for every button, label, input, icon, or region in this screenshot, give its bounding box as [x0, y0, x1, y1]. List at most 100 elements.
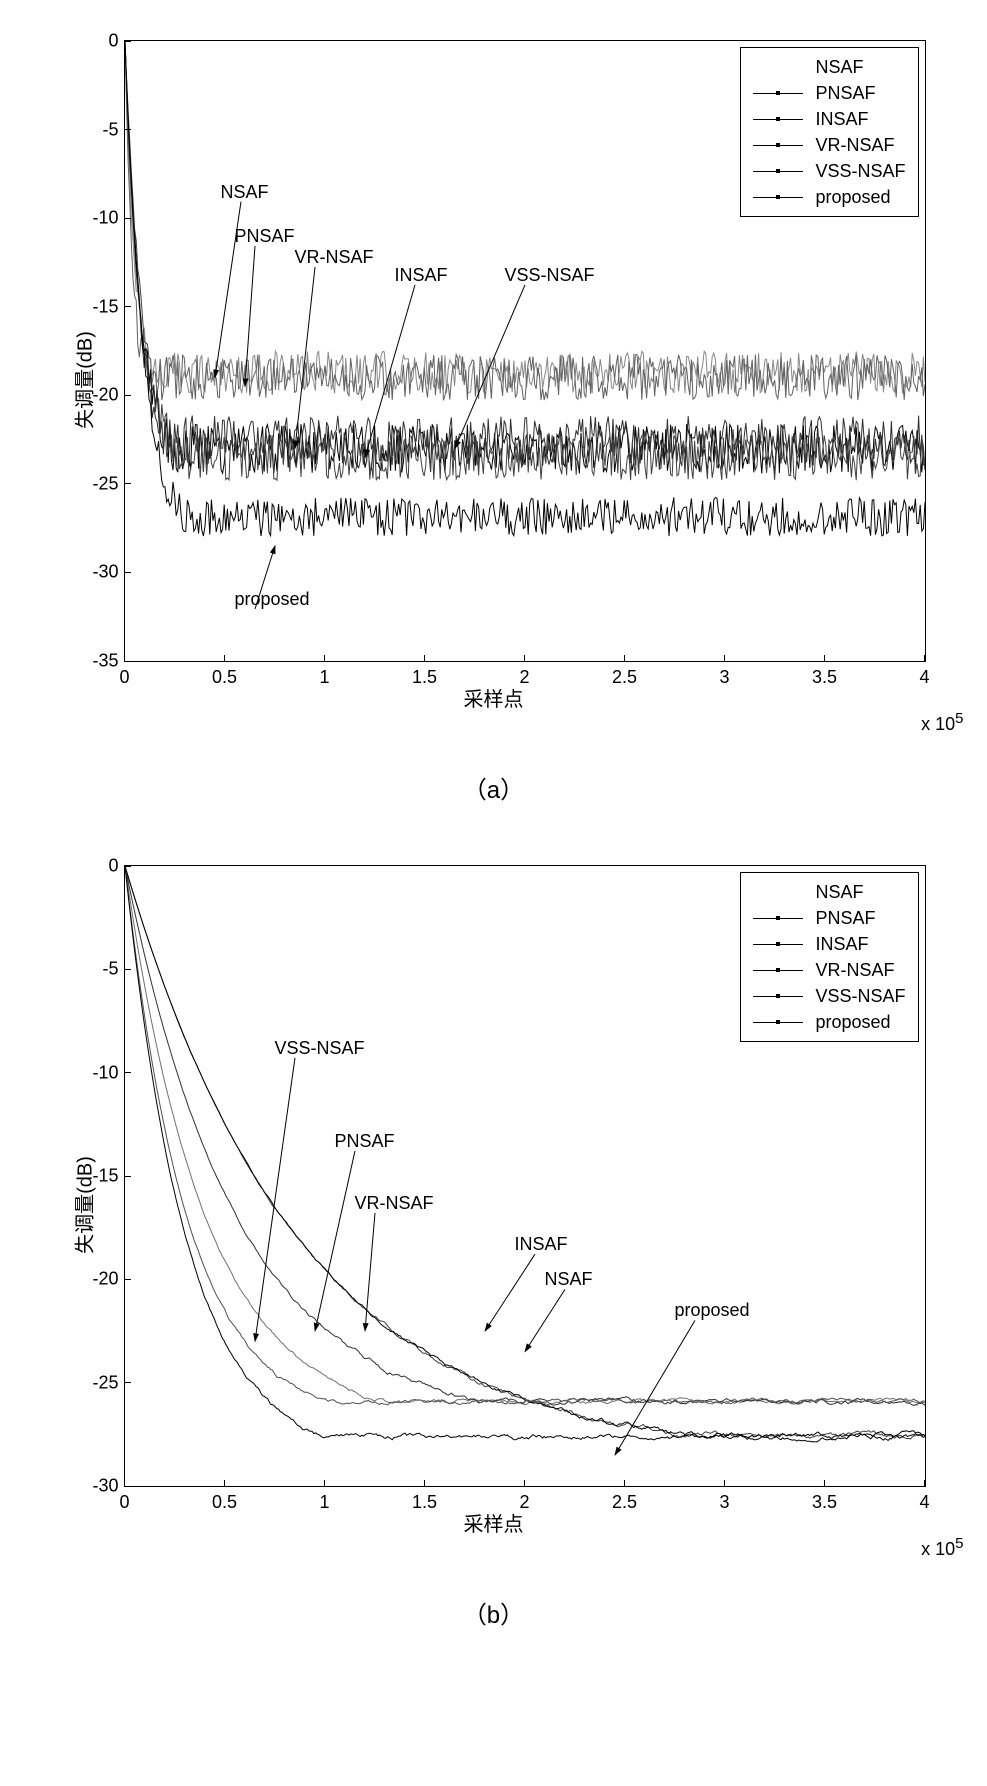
annotation-arrow [245, 246, 255, 387]
legend-row: proposed [753, 184, 905, 210]
figure-b-caption: （b） [24, 1595, 964, 1630]
legend-swatch [753, 996, 803, 997]
legend-row: VSS-NSAF [753, 158, 905, 184]
legend-row: VR-NSAF [753, 132, 905, 158]
legend-swatch [753, 93, 803, 94]
legend-row: PNSAF [753, 905, 905, 931]
xtick-label: 2.5 [612, 1492, 637, 1513]
plot-a-xlabel: 采样点 [464, 683, 524, 712]
annotation-arrow [525, 1289, 565, 1351]
xtick-label: 0.5 [212, 667, 237, 688]
legend-swatch [753, 970, 803, 971]
legend-label: VSS-NSAF [815, 986, 905, 1007]
annotation-label: PNSAF [235, 226, 295, 247]
legend-label: VR-NSAF [815, 960, 894, 981]
plot-b-container: 失调量(dB) NSAFPNSAFINSAFVR-NSAFVSS-NSAFpro… [24, 845, 964, 1565]
ytick-label: 0 [108, 31, 118, 52]
legend-label: PNSAF [815, 83, 875, 104]
annotation-arrow [255, 1058, 295, 1341]
annotation-label: NSAF [221, 182, 269, 203]
annotation-label: INSAF [395, 265, 448, 286]
ytick-label: -35 [92, 651, 118, 672]
legend-swatch [753, 1022, 803, 1023]
plot-b-legend: NSAF PNSAF INSAF VR-NSAF VSS-NSAF proposed [740, 872, 918, 1042]
xtick-label: 4 [919, 1492, 929, 1513]
ytick-label: -30 [92, 1476, 118, 1497]
annotation-label: NSAF [545, 1269, 593, 1290]
legend-row: VR-NSAF [753, 957, 905, 983]
legend-label: NSAF [815, 57, 863, 78]
ytick-label: -25 [92, 1372, 118, 1393]
legend-swatch [753, 918, 803, 919]
xtick-label: 0.5 [212, 1492, 237, 1513]
legend-label: PNSAF [815, 908, 875, 929]
legend-row: INSAF [753, 931, 905, 957]
ytick-label: 0 [108, 856, 118, 877]
legend-row: NSAF [753, 879, 905, 905]
legend-label: INSAF [815, 934, 868, 955]
annotation-label: proposed [235, 589, 310, 610]
figure-a-caption: （a） [24, 770, 964, 805]
ytick-label: -20 [92, 385, 118, 406]
annotation-label: VSS-NSAF [275, 1038, 365, 1059]
legend-swatch [753, 67, 803, 68]
legend-row: INSAF [753, 106, 905, 132]
annotation-arrow [315, 1151, 355, 1331]
annotation-arrow [485, 1254, 535, 1331]
plot-b-xmult: x 105 [921, 1535, 963, 1560]
xtick-label: 1.5 [412, 1492, 437, 1513]
legend-label: proposed [815, 187, 890, 208]
xtick-label: 3.5 [812, 1492, 837, 1513]
plot-a-container: 失调量(dB) NSAF PNSAF INSAF VR-NSAF VSS-NSAF pro… [24, 20, 964, 740]
legend-label: VSS-NSAF [815, 161, 905, 182]
annotation-label: INSAF [515, 1234, 568, 1255]
annotation-label: VR-NSAF [295, 247, 374, 268]
ytick-label: -15 [92, 1166, 118, 1187]
legend-label: VR-NSAF [815, 135, 894, 156]
ytick-label: -20 [92, 1269, 118, 1290]
ytick-label: -30 [92, 562, 118, 583]
xtick-label: 3 [719, 667, 729, 688]
xtick-label: 3 [719, 1492, 729, 1513]
legend-row: VSS-NSAF [753, 983, 905, 1009]
legend-swatch [753, 892, 803, 893]
legend-row: proposed [753, 1009, 905, 1035]
plot-a-ylabel: 失调量(dB) [68, 331, 97, 429]
legend-swatch [753, 119, 803, 120]
annotation-label: VSS-NSAF [505, 265, 595, 286]
annotation-label: VR-NSAF [355, 1193, 434, 1214]
xtick-label: 2.5 [612, 667, 637, 688]
plot-b-xlabel: 采样点 [464, 1508, 524, 1537]
xtick-label: 1 [319, 667, 329, 688]
xtick-label: 1.5 [412, 667, 437, 688]
legend-label: NSAF [815, 882, 863, 903]
ytick-label: -10 [92, 208, 118, 229]
xtick-label: 4 [919, 667, 929, 688]
annotation-label: PNSAF [335, 1131, 395, 1152]
legend-row: NSAF [753, 54, 905, 80]
xtick-label: 3.5 [812, 667, 837, 688]
legend-label: INSAF [815, 109, 868, 130]
legend-swatch [753, 944, 803, 945]
figure-a: 失调量(dB) NSAF PNSAF INSAF VR-NSAF VSS-NSAF pro… [24, 20, 964, 805]
figure-b: 失调量(dB) NSAFPNSAFINSAFVR-NSAFVSS-NSAFpro… [24, 845, 964, 1630]
annotation-arrow [615, 1320, 695, 1455]
ytick-label: -15 [92, 296, 118, 317]
legend-label: proposed [815, 1012, 890, 1033]
ytick-label: -10 [92, 1062, 118, 1083]
ytick-label: -5 [102, 959, 118, 980]
annotation-label: proposed [675, 1300, 750, 1321]
xtick-label: 1 [319, 1492, 329, 1513]
ytick-label: -5 [102, 119, 118, 140]
legend-swatch [753, 145, 803, 146]
ytick-label: -25 [92, 473, 118, 494]
legend-swatch [753, 171, 803, 172]
xtick-label: 0 [119, 667, 129, 688]
plot-b-axes: NSAFPNSAFINSAFVR-NSAFVSS-NSAFproposed 0-… [124, 865, 926, 1487]
legend-row: PNSAF [753, 80, 905, 106]
plot-a-axes: NSAFPNSAFINSAFVR-NSAFVSS-NSAFproposed 0-… [124, 40, 926, 662]
plot-a-legend: NSAF PNSAF INSAF VR-NSAF VSS-NSAF proposed [740, 47, 918, 217]
legend-swatch [753, 197, 803, 198]
plot-a-xmult: x 105 [921, 710, 963, 735]
xtick-label: 0 [119, 1492, 129, 1513]
